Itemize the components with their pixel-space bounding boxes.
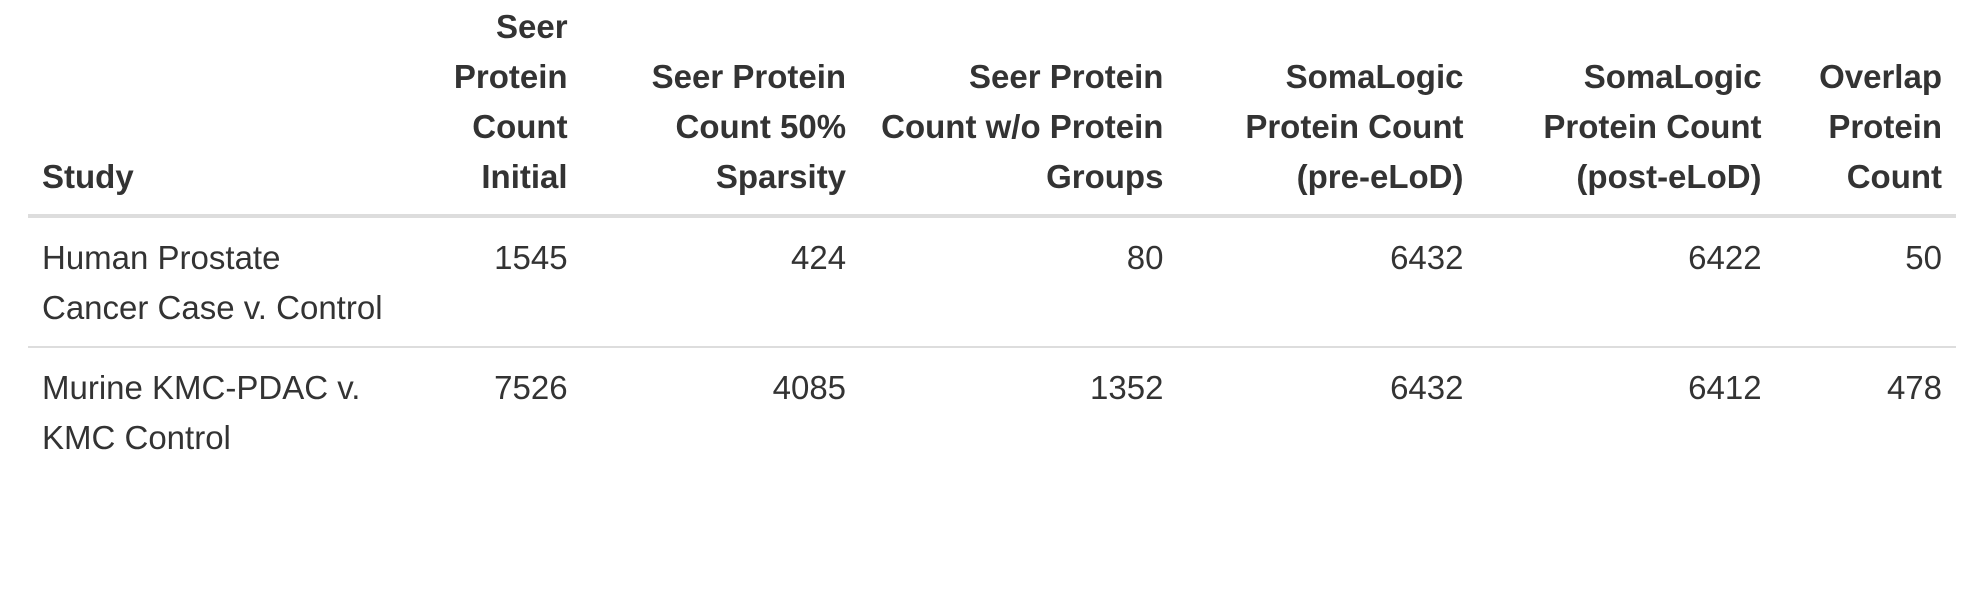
column-header-somalogic-post: SomaLogic Protein Count (post-eLoD) bbox=[1477, 0, 1776, 218]
column-header-seer-sparsity: Seer Protein Count 50% Sparsity bbox=[581, 0, 861, 218]
data-table-container: Study Seer Protein Count Initial Seer Pr… bbox=[28, 0, 1956, 476]
cell-seer-initial: 7526 bbox=[494, 369, 568, 406]
cell-seer-no-groups: 1352 bbox=[1090, 369, 1164, 406]
cell-overlap: 50 bbox=[1775, 216, 1956, 348]
cell-seer-no-groups: 80 bbox=[860, 216, 1178, 348]
column-header-somalogic-pre: SomaLogic Protein Count (pre-eLoD) bbox=[1177, 0, 1478, 218]
cell-overlap: 478 bbox=[1886, 369, 1942, 406]
cell-seer-initial: 1545 bbox=[409, 216, 582, 348]
cell-somalogic-pre: 6432 bbox=[1390, 369, 1464, 406]
protein-count-table: Study Seer Protein Count Initial Seer Pr… bbox=[28, 0, 1956, 476]
table-row: Human Prostate Cancer Case v. Control 15… bbox=[28, 216, 1956, 348]
cell-somalogic-post: 6412 bbox=[1688, 369, 1762, 406]
cell-seer-sparsity: 424 bbox=[581, 216, 861, 348]
table-row: Murine KMC-PDAC v. KMC Control 7526 4085… bbox=[28, 347, 1956, 476]
column-header-study: Study bbox=[28, 0, 410, 218]
cell-somalogic-pre: 6432 bbox=[1177, 216, 1478, 348]
cell-seer-sparsity: 4085 bbox=[772, 369, 847, 406]
cell-study: Human Prostate Cancer Case v. Control bbox=[28, 216, 410, 348]
cell-somalogic-post: 6422 bbox=[1477, 216, 1776, 348]
table-header-row: Study Seer Protein Count Initial Seer Pr… bbox=[28, 0, 1956, 218]
column-header-seer-initial: Seer Protein Count Initial bbox=[409, 0, 582, 218]
column-header-seer-no-groups: Seer Protein Count w/o Protein Groups bbox=[860, 0, 1178, 218]
column-header-overlap: Overlap Protein Count bbox=[1775, 0, 1956, 218]
cell-study: Murine KMC-PDAC v. KMC Control bbox=[42, 369, 361, 456]
